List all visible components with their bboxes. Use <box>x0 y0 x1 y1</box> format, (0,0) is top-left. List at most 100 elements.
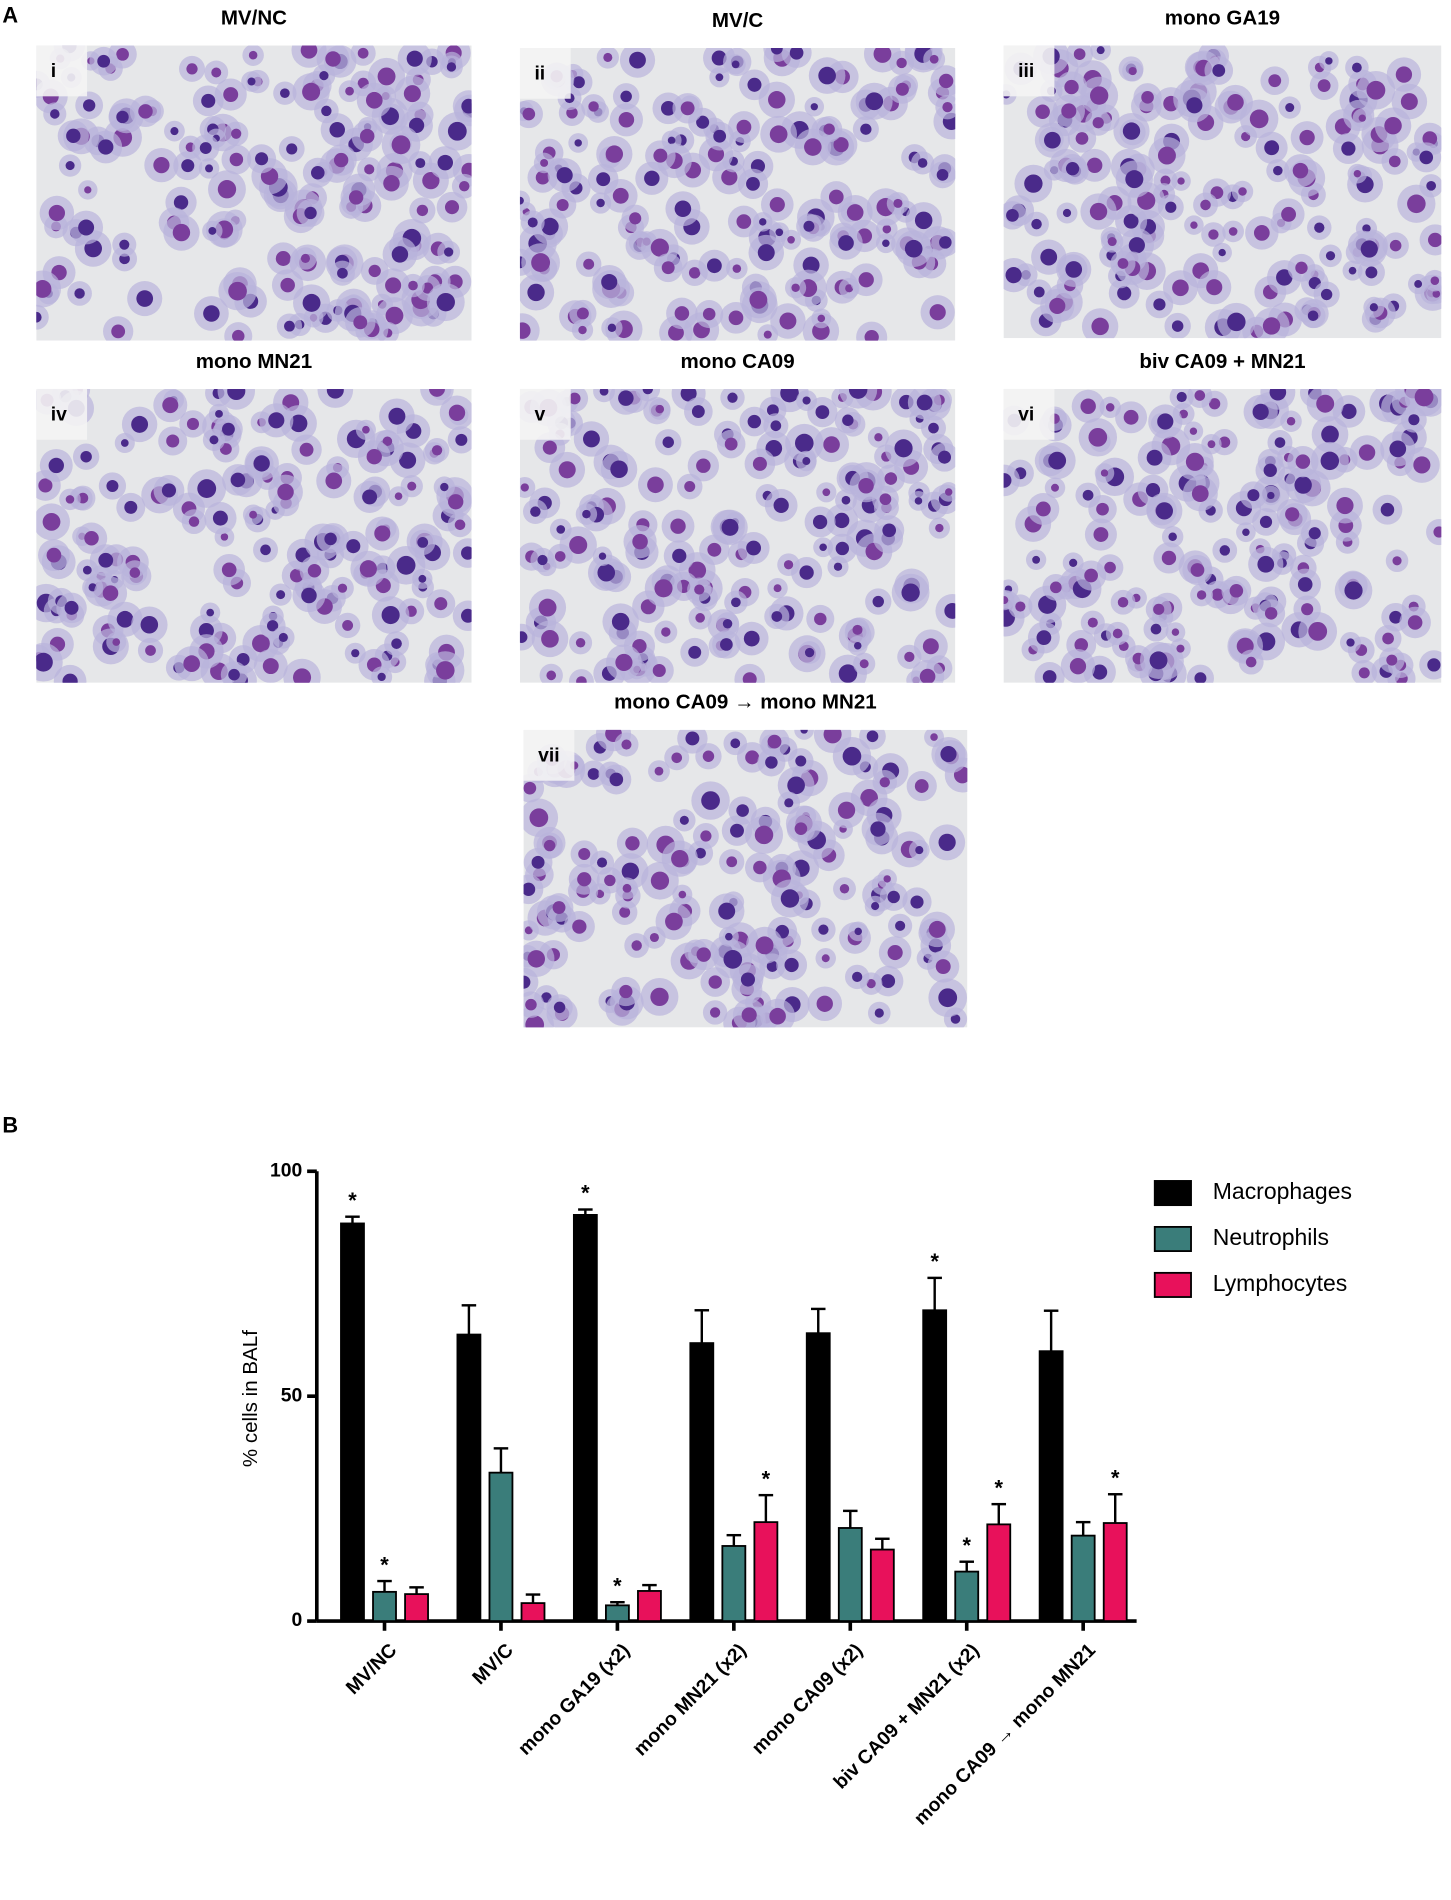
nucleus <box>459 180 470 192</box>
nucleus <box>368 264 381 278</box>
micrograph <box>519 388 956 683</box>
significance: * <box>613 1573 622 1598</box>
nucleus <box>138 104 153 119</box>
nucleus <box>1353 169 1362 178</box>
nucleus <box>266 620 279 632</box>
nucleus <box>1386 654 1398 666</box>
nucleus <box>36 311 42 323</box>
nucleus <box>679 815 689 825</box>
nucleus <box>65 495 75 504</box>
nucleus <box>583 258 595 270</box>
nucleus <box>833 137 849 153</box>
nucleus <box>769 197 785 213</box>
label-box <box>519 47 571 99</box>
nucleus <box>1281 206 1296 222</box>
nucleus <box>249 510 258 519</box>
nucleus <box>1185 452 1205 471</box>
nucleus <box>914 779 929 793</box>
nucleus <box>186 63 198 75</box>
nucleus <box>771 611 783 622</box>
nucleus <box>208 226 217 235</box>
nucleus <box>732 264 742 273</box>
nucleus <box>364 164 375 175</box>
y-tick-label: 0 <box>292 1609 303 1631</box>
nucleus <box>872 595 884 608</box>
nucleus <box>1245 656 1257 668</box>
nucleus <box>215 410 223 418</box>
nucleus <box>604 874 616 887</box>
nucleus <box>553 1001 566 1014</box>
nucleus <box>522 107 536 121</box>
nucleus <box>1153 298 1166 311</box>
nucleus <box>763 330 772 339</box>
nucleus <box>1314 222 1325 233</box>
nucleus <box>1035 104 1050 120</box>
nucleus <box>583 430 600 448</box>
nucleus <box>1285 103 1295 113</box>
nucleus <box>745 750 760 765</box>
bar <box>456 1333 482 1622</box>
nucleus <box>823 123 835 135</box>
nucleus <box>823 436 840 453</box>
nucleus <box>629 51 646 69</box>
nucleus <box>1096 502 1109 516</box>
nucleus <box>36 652 53 672</box>
nucleus <box>286 143 298 155</box>
nucleus <box>852 971 863 983</box>
nucleus <box>289 414 308 433</box>
nucleus <box>1301 603 1314 616</box>
nucleus <box>569 535 588 555</box>
nucleus <box>302 293 321 312</box>
cell <box>519 190 531 211</box>
nucleus <box>556 167 573 184</box>
nucleus <box>543 839 556 852</box>
nucleus <box>1325 57 1333 65</box>
nucleus <box>828 189 844 205</box>
nucleus <box>382 436 393 447</box>
nucleus <box>621 862 640 880</box>
bar <box>922 1309 948 1622</box>
nucleus <box>1388 155 1401 168</box>
nucleus <box>292 668 312 683</box>
nucleus <box>577 872 592 887</box>
nucleus <box>746 176 760 191</box>
nucleus <box>1253 225 1270 241</box>
nucleus <box>377 67 396 86</box>
nucleus <box>1308 621 1328 641</box>
nucleus <box>300 253 311 264</box>
nucleus <box>1227 312 1246 332</box>
nucleus <box>944 602 956 619</box>
nucleus <box>904 239 923 258</box>
nucleus <box>1062 208 1072 218</box>
nucleus <box>842 414 854 426</box>
nucleus <box>454 519 466 531</box>
nucleus <box>407 481 417 491</box>
nucleus <box>1228 227 1238 236</box>
nucleus <box>537 554 548 566</box>
nucleus <box>1263 463 1277 477</box>
nucleus <box>399 451 417 469</box>
nucleus <box>223 87 239 103</box>
nucleus <box>524 926 533 935</box>
nucleus <box>803 220 815 232</box>
nucleus <box>747 414 762 429</box>
nucleus <box>755 936 774 955</box>
nucleus <box>720 638 733 651</box>
nucleus <box>440 482 449 492</box>
nucleus <box>1084 568 1098 583</box>
nucleus <box>1082 489 1094 501</box>
nucleus <box>1150 623 1162 635</box>
nucleus <box>252 634 270 653</box>
nucleus <box>444 247 454 257</box>
nucleus <box>1307 310 1319 322</box>
nucleus <box>531 253 551 273</box>
nucleus <box>938 833 956 851</box>
nucleus <box>730 738 741 749</box>
significance: * <box>962 1533 971 1558</box>
nucleus <box>538 598 557 617</box>
nucleus <box>1341 141 1356 156</box>
nucleus <box>587 768 600 780</box>
nucleus <box>1427 658 1441 672</box>
nucleus <box>447 121 467 141</box>
nucleus <box>834 512 850 529</box>
